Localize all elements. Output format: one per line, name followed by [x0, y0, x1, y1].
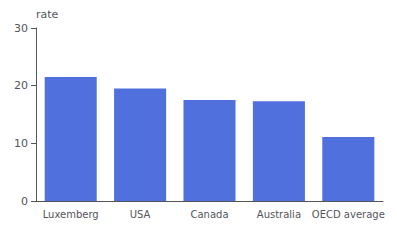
svg-text:20: 20 — [14, 79, 28, 92]
svg-text:30: 30 — [14, 22, 28, 35]
svg-text:USA: USA — [130, 209, 151, 220]
svg-text:Canada: Canada — [190, 209, 228, 220]
svg-text:10: 10 — [14, 137, 28, 150]
svg-text:0: 0 — [21, 195, 28, 208]
svg-text:Luxemberg: Luxemberg — [43, 209, 99, 220]
svg-text:rate: rate — [36, 8, 59, 21]
svg-text:OECD average: OECD average — [312, 209, 385, 220]
svg-text:Australia: Australia — [257, 209, 301, 220]
